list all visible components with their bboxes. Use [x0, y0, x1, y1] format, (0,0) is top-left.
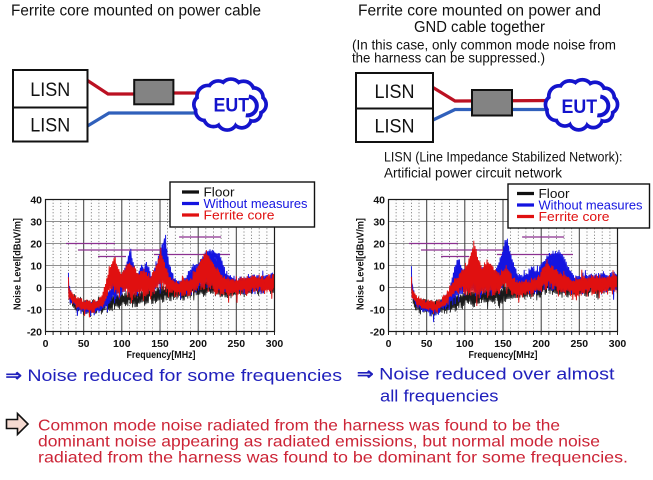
- svg-text:Floor: Floor: [204, 185, 236, 200]
- svg-text:LISN: LISN: [30, 115, 70, 137]
- svg-text:0: 0: [36, 283, 42, 295]
- svg-text:Without measures: Without measures: [539, 198, 643, 213]
- svg-text:Frequency[MHz]: Frequency[MHz]: [469, 349, 538, 361]
- svg-text:⇒ Noise reduced over almost: ⇒ Noise reduced over almost: [357, 364, 615, 383]
- svg-text:EUT: EUT: [562, 96, 598, 118]
- svg-text:Ferrite core: Ferrite core: [539, 209, 610, 224]
- svg-text:50: 50: [421, 338, 433, 350]
- svg-text:GND cable together: GND cable together: [414, 19, 545, 36]
- svg-text:200: 200: [532, 338, 550, 350]
- svg-text:40: 40: [373, 195, 385, 207]
- svg-text:Noise Level[dBuV/m]: Noise Level[dBuV/m]: [12, 218, 24, 310]
- svg-text:40: 40: [30, 195, 42, 207]
- svg-text:LISN: LISN: [375, 115, 415, 137]
- svg-text:-20: -20: [27, 327, 42, 339]
- svg-text:250: 250: [228, 338, 246, 350]
- svg-text:Ferrite core mounted on power: Ferrite core mounted on power and: [358, 3, 601, 20]
- svg-text:150: 150: [151, 338, 169, 350]
- svg-text:the harness can be suppressed.: the harness can be suppressed.): [352, 49, 545, 65]
- svg-text:Ferrite core: Ferrite core: [204, 208, 275, 223]
- svg-text:0: 0: [379, 283, 385, 295]
- svg-text:radiated from the harness was: radiated from the harness was found to b…: [38, 450, 628, 467]
- svg-text:-20: -20: [370, 327, 385, 339]
- svg-text:Ferrite core mounted on power: Ferrite core mounted on power cable: [11, 2, 261, 19]
- svg-text:300: 300: [266, 338, 284, 350]
- svg-text:EUT: EUT: [214, 95, 250, 117]
- svg-text:LISN: LISN: [375, 81, 415, 103]
- svg-text:Artificial power circuit netwo: Artificial power circuit network: [384, 165, 562, 180]
- svg-text:100: 100: [456, 338, 474, 350]
- svg-text:0: 0: [386, 338, 392, 350]
- svg-text:300: 300: [609, 338, 627, 350]
- svg-text:LISN (Line Impedance Stabilize: LISN (Line Impedance Stabilized Network)…: [384, 149, 623, 164]
- svg-text:LISN: LISN: [30, 79, 70, 101]
- svg-text:50: 50: [78, 338, 90, 350]
- svg-text:100: 100: [113, 338, 131, 350]
- svg-text:⇒ Noise reduced for some frequ: ⇒ Noise reduced for some frequencies: [6, 366, 343, 385]
- svg-text:Without measures: Without measures: [204, 196, 308, 211]
- svg-text:-10: -10: [370, 305, 385, 317]
- svg-text:Floor: Floor: [539, 186, 571, 201]
- svg-text:20: 20: [30, 239, 42, 251]
- svg-text:all frequencies: all frequencies: [380, 387, 499, 406]
- svg-text:Frequency[MHz]: Frequency[MHz]: [127, 349, 196, 361]
- svg-text:10: 10: [30, 261, 42, 273]
- svg-text:30: 30: [373, 217, 385, 229]
- svg-text:(In this case, only common mod: (In this case, only common mode noise fr…: [352, 36, 616, 52]
- svg-text:-10: -10: [27, 305, 42, 317]
- svg-text:30: 30: [30, 217, 42, 229]
- svg-text:Common mode noise radiated fro: Common mode noise radiated from the harn…: [38, 418, 560, 435]
- svg-text:200: 200: [189, 338, 207, 350]
- svg-text:Noise Level[dBuV/m]: Noise Level[dBuV/m]: [355, 218, 367, 310]
- svg-text:10: 10: [373, 261, 385, 273]
- svg-text:0: 0: [43, 338, 49, 350]
- svg-text:150: 150: [494, 338, 512, 350]
- svg-text:dominant noise appearing as ra: dominant noise appearing as radiated emi…: [38, 434, 600, 451]
- svg-text:250: 250: [571, 338, 589, 350]
- svg-text:20: 20: [373, 239, 385, 251]
